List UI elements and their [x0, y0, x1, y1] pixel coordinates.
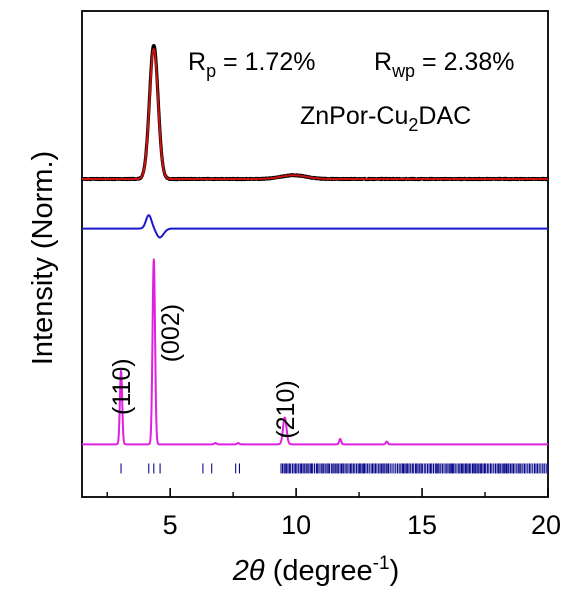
- peak-label: (002): [157, 304, 185, 362]
- x-axis-ticks: [106, 488, 549, 497]
- x-tick-label: 15: [407, 510, 437, 540]
- difference-curve: [81, 214, 549, 239]
- plot-frame: [81, 10, 549, 498]
- sample-name: ZnPor-Cu2DAC: [300, 102, 471, 135]
- reflection-tick-marks: [120, 463, 549, 474]
- simulated-curve: [81, 258, 549, 446]
- x-axis-tick-labels: 5 10 15 20: [163, 510, 561, 540]
- rp-annotation: Rp = 1.72%: [188, 48, 315, 81]
- peak-label: (210): [272, 380, 300, 438]
- pattern-curves: [80, 43, 550, 446]
- x-tick-label: 20: [531, 510, 561, 540]
- peak-labels: (110) (002) (210): [108, 304, 300, 439]
- x-axis-title: 2θ (degree-1): [232, 553, 399, 587]
- rwp-annotation: Rwp = 2.38%: [374, 48, 514, 81]
- x-tick-label: 5: [163, 510, 178, 540]
- y-axis-title: Intensity (Norm.): [27, 151, 59, 365]
- x-tick-label: 10: [281, 510, 311, 540]
- calculated-curve: [81, 48, 549, 180]
- peak-label: (110): [108, 358, 136, 415]
